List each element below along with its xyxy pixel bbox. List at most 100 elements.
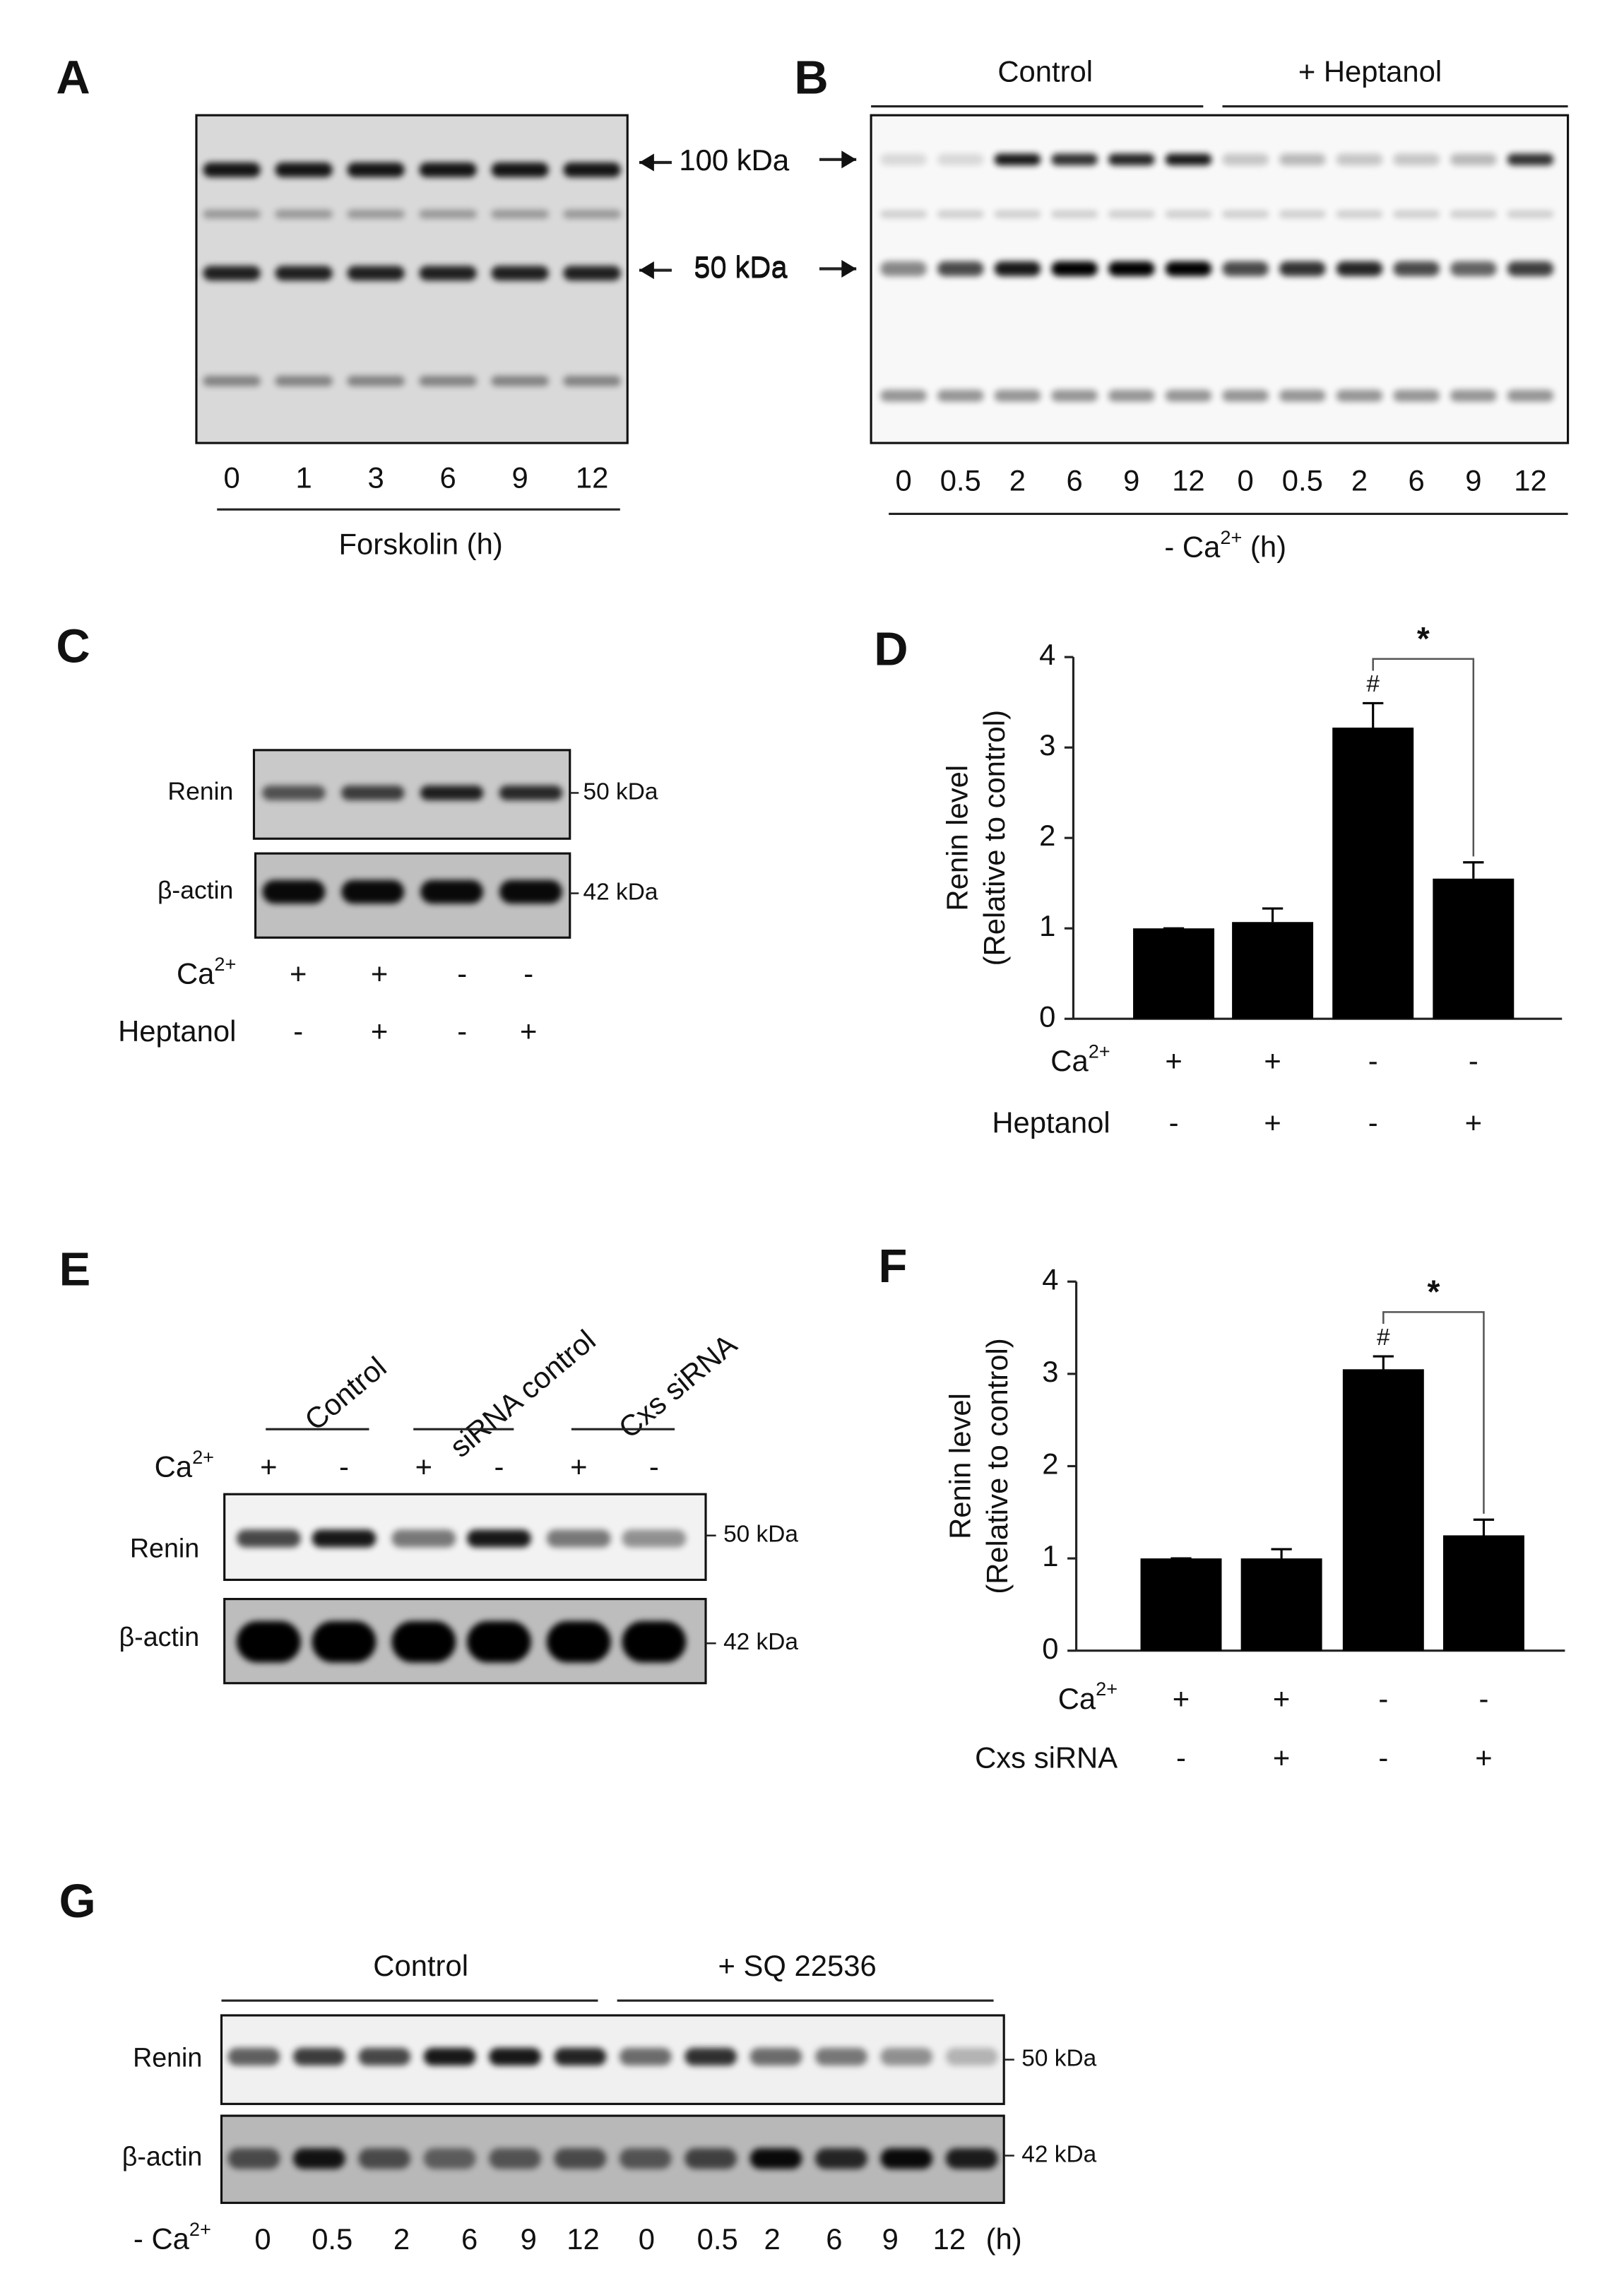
band	[880, 153, 927, 166]
band	[292, 2148, 345, 2169]
band	[347, 376, 405, 386]
bar	[1140, 1558, 1222, 1651]
band	[203, 162, 261, 177]
band	[619, 2047, 672, 2066]
band	[312, 1529, 377, 1548]
y-tick-label: 4	[1042, 1262, 1058, 1296]
sign: -	[293, 1014, 303, 1048]
arrow-head	[841, 150, 857, 169]
band	[203, 266, 261, 281]
label-text: Ca	[155, 1450, 193, 1483]
label: 12	[1514, 464, 1547, 497]
band	[1336, 261, 1383, 276]
label: 12	[576, 461, 609, 494]
significance-bracket	[1382, 1311, 1485, 1514]
band	[419, 209, 477, 219]
label: 0	[639, 2222, 655, 2256]
label: Control	[997, 55, 1093, 88]
band	[1108, 210, 1155, 218]
band	[880, 2047, 933, 2066]
band	[937, 210, 984, 218]
band	[347, 266, 405, 281]
label: 6	[461, 2222, 478, 2256]
band	[491, 376, 549, 386]
sign: -	[1478, 1682, 1488, 1715]
band	[1507, 210, 1554, 218]
band	[1165, 261, 1212, 276]
bar	[1240, 1558, 1322, 1651]
band	[1393, 153, 1440, 166]
label: 2	[1351, 464, 1368, 497]
label: 50 kDa	[723, 1522, 798, 1548]
band	[312, 1620, 377, 1663]
band	[1450, 389, 1497, 402]
band	[419, 376, 477, 386]
sign: -	[1176, 1741, 1186, 1774]
sign: +	[415, 1450, 432, 1483]
y-axis-label: (Relative to control)	[980, 1338, 1014, 1594]
label: 0	[895, 464, 911, 497]
label: 0	[224, 461, 240, 494]
significance-bracket	[1372, 658, 1475, 857]
sign: +	[1264, 1044, 1281, 1077]
label: 0	[1237, 464, 1253, 497]
label-text: (h)	[1242, 531, 1286, 564]
bar	[1442, 1535, 1524, 1651]
label: 6	[439, 461, 456, 494]
blot	[870, 114, 1570, 444]
band	[1336, 210, 1383, 218]
sign: -	[1378, 1741, 1388, 1774]
label: β-actin	[119, 1622, 200, 1652]
band	[1450, 153, 1497, 166]
y-tick-label: 1	[1039, 909, 1055, 942]
superscript: 2+	[1220, 526, 1242, 548]
label: + SQ 22536	[718, 1949, 876, 1982]
band	[546, 1620, 611, 1663]
label-text: Ca	[1058, 1682, 1096, 1715]
band	[1507, 153, 1554, 166]
label: - Ca2+	[134, 2218, 211, 2256]
band	[1279, 210, 1326, 218]
band	[347, 209, 405, 219]
band	[563, 376, 621, 386]
label: 50 kDa	[583, 778, 658, 805]
error-bar	[1271, 1548, 1292, 1559]
y-tick-label: 2	[1039, 819, 1055, 852]
band	[489, 2047, 541, 2066]
error-bar	[1262, 907, 1284, 923]
band	[554, 2047, 607, 2066]
label-text: Ca	[177, 957, 215, 990]
band	[489, 2148, 541, 2169]
label: Forskolin (h)	[339, 527, 503, 560]
label: 2	[764, 2222, 780, 2256]
label: Heptanol	[118, 1014, 236, 1048]
band	[1051, 389, 1098, 402]
sign: -	[1368, 1044, 1378, 1077]
band	[1507, 261, 1554, 276]
bar	[1332, 728, 1414, 1019]
sign: -	[494, 1450, 504, 1483]
band	[203, 209, 261, 219]
band	[491, 209, 549, 219]
band	[1507, 389, 1554, 402]
bar	[1232, 922, 1314, 1019]
label: 42 kDa	[1021, 2141, 1096, 2167]
band	[1165, 389, 1212, 402]
band	[1222, 210, 1269, 218]
band	[563, 209, 621, 219]
band	[622, 1620, 687, 1663]
band	[491, 162, 549, 177]
band	[358, 2047, 411, 2066]
sign: +	[1264, 1106, 1281, 1139]
band	[1336, 389, 1383, 402]
panel-label: B	[794, 52, 828, 105]
sign: +	[371, 1014, 388, 1048]
band	[937, 261, 984, 276]
y-tick-label: 0	[1039, 1000, 1055, 1033]
y-tick-label: 1	[1042, 1539, 1058, 1572]
sign: +	[1273, 1741, 1290, 1774]
band	[619, 2148, 672, 2169]
band	[419, 162, 477, 177]
y-tick-label: 0	[1042, 1632, 1058, 1665]
error-bar	[1363, 701, 1384, 728]
